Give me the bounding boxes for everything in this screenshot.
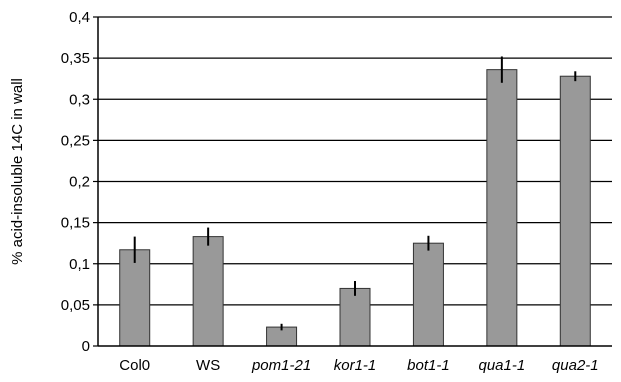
y-tick-label: 0	[82, 338, 90, 355]
x-tick-label: Col0	[119, 357, 150, 374]
y-tick-label: 0,3	[69, 91, 90, 108]
x-tick-label: pom1-21	[251, 357, 311, 374]
bar-qua1-1	[486, 69, 518, 347]
x-tick-label: WS	[196, 357, 220, 374]
y-tick-label: 0,25	[61, 132, 90, 149]
y-tick-label: 0,4	[69, 9, 90, 26]
bar-Col0	[119, 249, 151, 347]
x-axis-ticks: Col0 WS pom1-21 kor1-1 bot1-1 qua1-1 qua2-1	[119, 357, 598, 374]
bar-bot1-1	[412, 242, 444, 347]
gridlines	[98, 16, 612, 306]
y-tick-label: 0,05	[61, 297, 90, 314]
error-bars	[133, 56, 577, 331]
x-tick-label: bot1-1	[407, 357, 450, 374]
y-axis-ticks: 0 0,05 0,1 0,15 0,2 0,25 0,3 0,35 0,4	[61, 9, 98, 355]
y-tick-label: 0,2	[69, 174, 90, 191]
bar-qua2-1	[559, 75, 591, 347]
y-tick-label: 0,1	[69, 256, 90, 273]
bars	[119, 69, 591, 347]
y-tick-label: 0,35	[61, 50, 90, 67]
y-tick-label: 0,15	[61, 215, 90, 232]
y-axis-label: % acid-insoluble 14C in wall	[9, 78, 26, 265]
bar-WS	[192, 236, 224, 347]
x-tick-label: kor1-1	[334, 357, 377, 374]
bar-kor1-1	[339, 287, 371, 347]
x-tick-label: qua2-1	[552, 357, 599, 374]
x-tick-label: qua1-1	[478, 357, 525, 374]
